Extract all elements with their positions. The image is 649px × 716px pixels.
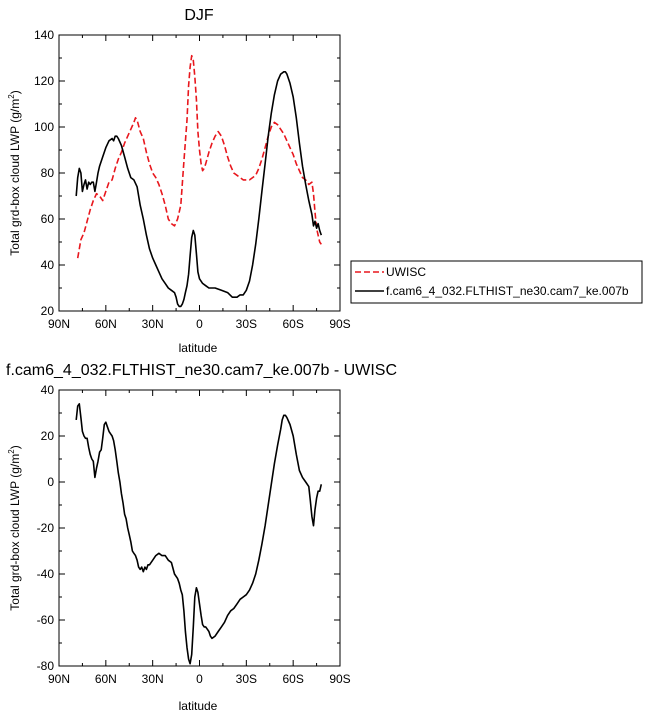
chart-title-bottom: f.cam6_4_032.FLTHIST_ne30.cam7_ke.007b -… [6,362,397,379]
plot-frame-top [58,34,341,312]
y-tick-label-top-4: 100 [34,120,54,134]
x-tick-label-bottom-2: 30N [142,672,164,686]
x-axis-label-bottom: latitude [179,699,218,713]
chart-plot-top: 90N 60N 30N 0 30S 60S 90S 20 40 60 80 100 120 140 [34,28,351,331]
x-tick-label-bottom-4: 30S [236,672,257,686]
y-tick-label-top-6: 140 [34,28,54,42]
x-tick-label-top-2: 30N [142,317,164,331]
legend-label-uwisc: UWISC [386,265,426,279]
y-tick-label-top-1: 40 [41,258,55,272]
y-tick-label-bottom-4: 0 [47,475,54,489]
x-axis-label-top: latitude [179,341,218,355]
y-tick-label-bottom-5: 20 [41,429,55,443]
y-axis-label-sup-bottom: 2 [7,449,16,454]
y-axis-label-main-top: Total grd-box cloud LWP (g/m [8,99,22,256]
y-axis-label-main-bottom: Total grd-box cloud LWP (g/m [8,454,22,611]
y-tick-label-bottom-1: -60 [37,613,55,627]
y-axis-label-sup-top: 2 [7,94,16,99]
series-line-bottom-0 [75,403,323,665]
x-tick-label-bottom-0: 90N [48,672,70,686]
legend-box [350,260,643,304]
plot-frame-bottom [58,389,341,667]
series-line-top-0 [76,54,322,259]
series-line-top-1 [75,71,323,308]
x-tick-label-top-0: 90N [48,317,70,331]
x-tick-label-top-4: 30S [236,317,257,331]
y-tick-label-bottom-0: -80 [37,659,55,673]
y-axis-label-top: Total grd-box cloud LWP (g/m2) [7,90,22,255]
y-tick-label-top-0: 20 [41,304,55,318]
x-tick-label-top-1: 60N [95,317,117,331]
y-tick-label-bottom-3: -20 [37,521,55,535]
panel-bottom: f.cam6_4_032.FLTHIST_ne30.cam7_ke.007b -… [6,362,397,713]
x-tick-label-bottom-6: 90S [329,672,350,686]
x-tick-label-top-5: 60S [282,317,303,331]
x-tick-label-bottom-1: 60N [95,672,117,686]
x-tick-label-top-3: 0 [196,317,203,331]
y-tick-label-top-2: 60 [41,212,55,226]
chart-title-top: DJF [184,7,214,24]
y-tick-label-top-5: 120 [34,74,54,88]
legend: UWISC f.cam6_4_032.FLTHIST_ne30.cam7_ke.… [350,260,643,304]
y-tick-label-bottom-2: -40 [37,567,55,581]
y-axis-label-bottom: Total grd-box cloud LWP (g/m2) [7,445,22,610]
x-tick-label-bottom-3: 0 [196,672,203,686]
y-axis-label-close-top: ) [8,90,22,94]
chart-plot-bottom: 90N 60N 30N 0 30S 60S 90S -80 -60 -40 -20 0 20 40 [37,383,351,686]
x-tick-label-bottom-5: 60S [282,672,303,686]
y-axis-label-close-bottom: ) [8,445,22,449]
x-tick-label-top-6: 90S [329,317,350,331]
panel-top: DJF 90N 60N 30N 0 30S 60S 90S 20 40 60 80 100 120 140… [7,7,351,355]
legend-label-model: f.cam6_4_032.FLTHIST_ne30.cam7_ke.007b [386,284,629,298]
y-tick-label-bottom-6: 40 [41,383,55,397]
y-tick-label-top-3: 80 [41,166,55,180]
